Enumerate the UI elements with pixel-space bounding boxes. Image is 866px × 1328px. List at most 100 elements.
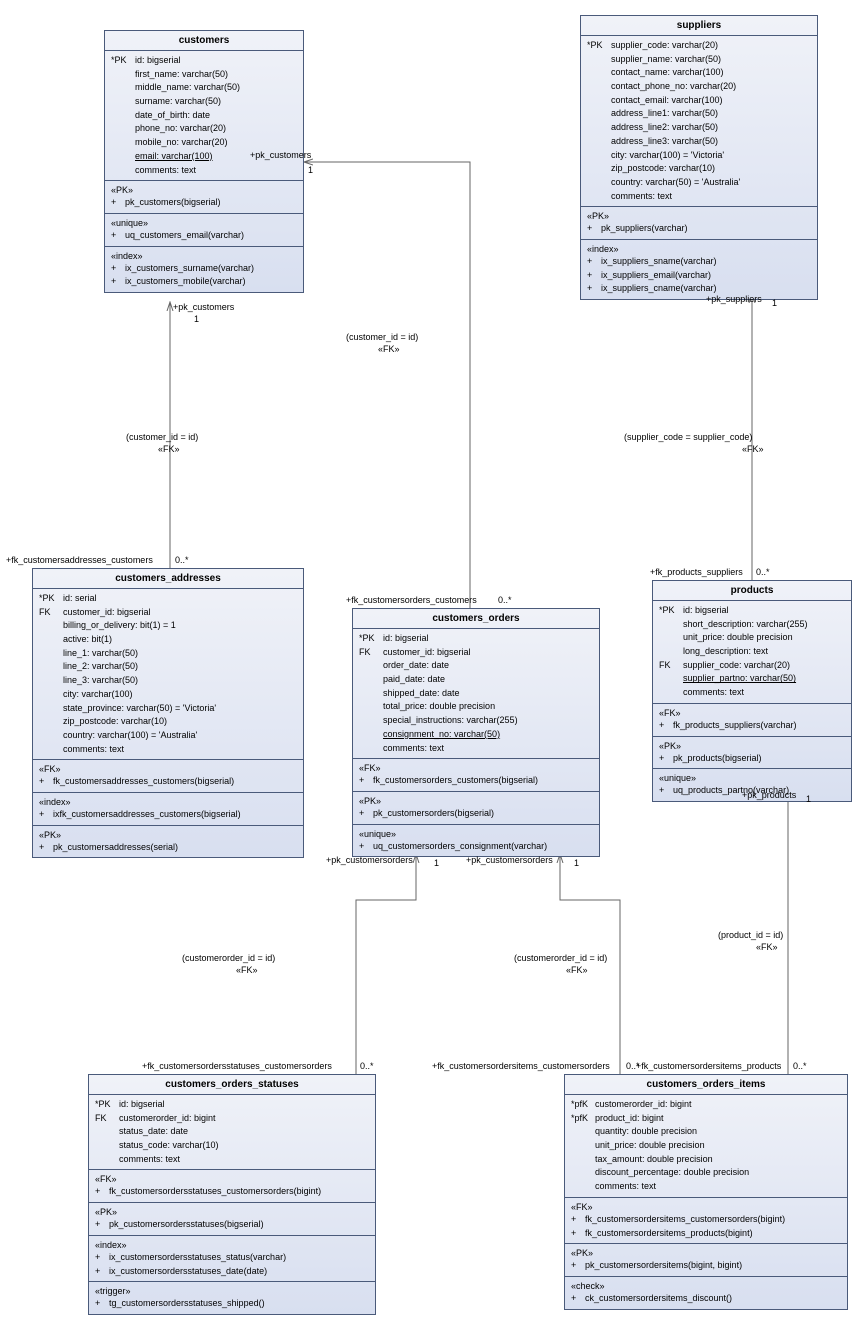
attribute-row: line_2: varchar(50)	[39, 660, 297, 674]
attribute-row: FKcustomer_id: bigserial	[39, 606, 297, 620]
operation-row: +pk_suppliers(varchar)	[587, 222, 811, 236]
entity-title: customers_orders_statuses	[89, 1075, 375, 1095]
operation-row: +fk_customersaddresses_customers(bigseri…	[39, 775, 297, 789]
relationship-label: 0..*	[360, 1061, 374, 1071]
stereotype-label: «PK»	[587, 210, 811, 222]
relationship-label: (supplier_code = supplier_code)	[624, 432, 752, 442]
stereotype-label: «FK»	[659, 707, 845, 719]
stereotype-label: «PK»	[39, 829, 297, 841]
entity-customers_orders_statuses: customers_orders_statuses*PKid: bigseria…	[88, 1074, 376, 1315]
attribute-row: discount_percentage: double precision	[571, 1166, 841, 1180]
entity-attributes: *PKid: bigserialFKcustomer_id: bigserial…	[353, 629, 599, 759]
stereotype-label: «index»	[95, 1239, 369, 1251]
entity-operations: «FK»+fk_customersordersitems_customersor…	[565, 1198, 847, 1244]
stereotype-label: «index»	[111, 250, 297, 262]
attribute-row: supplier_partno: varchar(50)	[659, 672, 845, 686]
relationship-label: «FK»	[566, 965, 588, 975]
entity-operations: «unique»+uq_customers_email(varchar)	[105, 214, 303, 247]
attribute-row: date_of_birth: date	[111, 109, 297, 123]
relationship-label: (customer_id = id)	[126, 432, 198, 442]
relationship-label: +fk_customersaddresses_customers	[6, 555, 153, 565]
attribute-row: long_description: text	[659, 645, 845, 659]
relationship-connector	[356, 854, 416, 1074]
operation-row: +pk_products(bigserial)	[659, 752, 845, 766]
attribute-row: *PKid: bigserial	[659, 604, 845, 618]
stereotype-label: «PK»	[359, 795, 593, 807]
entity-operations: «unique»+uq_customersorders_consignment(…	[353, 825, 599, 857]
entity-title: customers_addresses	[33, 569, 303, 589]
attribute-row: FKsupplier_code: varchar(20)	[659, 659, 845, 673]
stereotype-label: «unique»	[359, 828, 593, 840]
stereotype-label: «PK»	[659, 740, 845, 752]
entity-operations: «PK»+pk_customers(bigserial)	[105, 181, 303, 214]
entity-operations: «FK»+fk_customersorders_customers(bigser…	[353, 759, 599, 792]
entity-operations: «trigger»+tg_customersordersstatuses_shi…	[89, 1282, 375, 1314]
attribute-row: line_3: varchar(50)	[39, 674, 297, 688]
relationship-connector	[304, 162, 470, 608]
relationship-label: +fk_customersordersstatuses_customersord…	[142, 1061, 332, 1071]
attribute-row: address_line1: varchar(50)	[587, 107, 811, 121]
attribute-row: unit_price: double precision	[571, 1139, 841, 1153]
attribute-row: address_line3: varchar(50)	[587, 135, 811, 149]
entity-operations: «FK»+fk_products_suppliers(varchar)	[653, 704, 851, 737]
attribute-row: state_province: varchar(50) = 'Victoria'	[39, 702, 297, 716]
operation-row: +fk_customersordersitems_products(bigint…	[571, 1227, 841, 1241]
attribute-row: comments: text	[587, 190, 811, 204]
operation-row: +fk_customersorders_customers(bigserial)	[359, 774, 593, 788]
entity-operations: «index»+ixfk_customersaddresses_customer…	[33, 793, 303, 826]
operation-row: +ix_customersordersstatuses_date(date)	[95, 1265, 369, 1279]
operation-row: +tg_customersordersstatuses_shipped()	[95, 1297, 369, 1311]
entity-operations: «PK»+pk_customersordersstatuses(bigseria…	[89, 1203, 375, 1236]
stereotype-label: «FK»	[95, 1173, 369, 1185]
attribute-row: supplier_name: varchar(50)	[587, 53, 811, 67]
entity-operations: «PK»+pk_products(bigserial)	[653, 737, 851, 770]
relationship-label: +pk_customersorders	[326, 855, 413, 865]
entity-operations: «index»+ix_customersordersstatuses_statu…	[89, 1236, 375, 1282]
stereotype-label: «trigger»	[95, 1285, 369, 1297]
attribute-row: comments: text	[659, 686, 845, 700]
stereotype-label: «FK»	[39, 763, 297, 775]
relationship-label: «FK»	[756, 942, 778, 952]
operation-row: +uq_customers_email(varchar)	[111, 229, 297, 243]
entity-products: products*PKid: bigserialshort_descriptio…	[652, 580, 852, 802]
attribute-row: phone_no: varchar(20)	[111, 122, 297, 136]
stereotype-label: «PK»	[111, 184, 297, 196]
attribute-row: city: varchar(100) = 'Victoria'	[587, 149, 811, 163]
relationship-label: +fk_customersordersitems_products	[636, 1061, 781, 1071]
relationship-label: (customerorder_id = id)	[514, 953, 607, 963]
entity-customers_orders_items: customers_orders_items*pfKcustomerorder_…	[564, 1074, 848, 1310]
attribute-row: *PKid: bigserial	[359, 632, 593, 646]
relationship-label: (product_id = id)	[718, 930, 783, 940]
attribute-row: contact_name: varchar(100)	[587, 66, 811, 80]
entity-attributes: *PKid: bigserialFKcustomerorder_id: bigi…	[89, 1095, 375, 1170]
entity-customers: customers*PKid: bigserialfirst_name: var…	[104, 30, 304, 293]
attribute-row: zip_postcode: varchar(10)	[587, 162, 811, 176]
entity-operations: «PK»+pk_customersordersitems(bigint, big…	[565, 1244, 847, 1277]
attribute-row: billing_or_delivery: bit(1) = 1	[39, 619, 297, 633]
attribute-row: contact_email: varchar(100)	[587, 94, 811, 108]
entity-operations: «PK»+pk_customersaddresses(serial)	[33, 826, 303, 858]
entity-customers_orders: customers_orders*PKid: bigserialFKcustom…	[352, 608, 600, 857]
attribute-row: total_price: double precision	[359, 700, 593, 714]
attribute-row: shipped_date: date	[359, 687, 593, 701]
stereotype-label: «FK»	[571, 1201, 841, 1213]
relationship-label: +fk_products_suppliers	[650, 567, 743, 577]
stereotype-label: «unique»	[111, 217, 297, 229]
operation-row: +pk_customersordersstatuses(bigserial)	[95, 1218, 369, 1232]
operation-row: +pk_customers(bigserial)	[111, 196, 297, 210]
relationship-label: +pk_products	[742, 790, 796, 800]
relationship-label: 1	[772, 298, 777, 308]
relationship-label: 0..*	[756, 567, 770, 577]
entity-suppliers: suppliers*PKsupplier_code: varchar(20)su…	[580, 15, 818, 300]
attribute-row: mobile_no: varchar(20)	[111, 136, 297, 150]
attribute-row: comments: text	[95, 1153, 369, 1167]
relationship-label: «FK»	[742, 444, 764, 454]
entity-attributes: *PKid: bigserialshort_description: varch…	[653, 601, 851, 704]
entity-title: customers_orders	[353, 609, 599, 629]
relationship-label: «FK»	[378, 344, 400, 354]
stereotype-label: «check»	[571, 1280, 841, 1292]
relationship-label: +pk_customers	[250, 150, 311, 160]
operation-row: +ix_suppliers_sname(varchar)	[587, 255, 811, 269]
attribute-row: unit_price: double precision	[659, 631, 845, 645]
entity-operations: «FK»+fk_customersordersstatuses_customer…	[89, 1170, 375, 1203]
